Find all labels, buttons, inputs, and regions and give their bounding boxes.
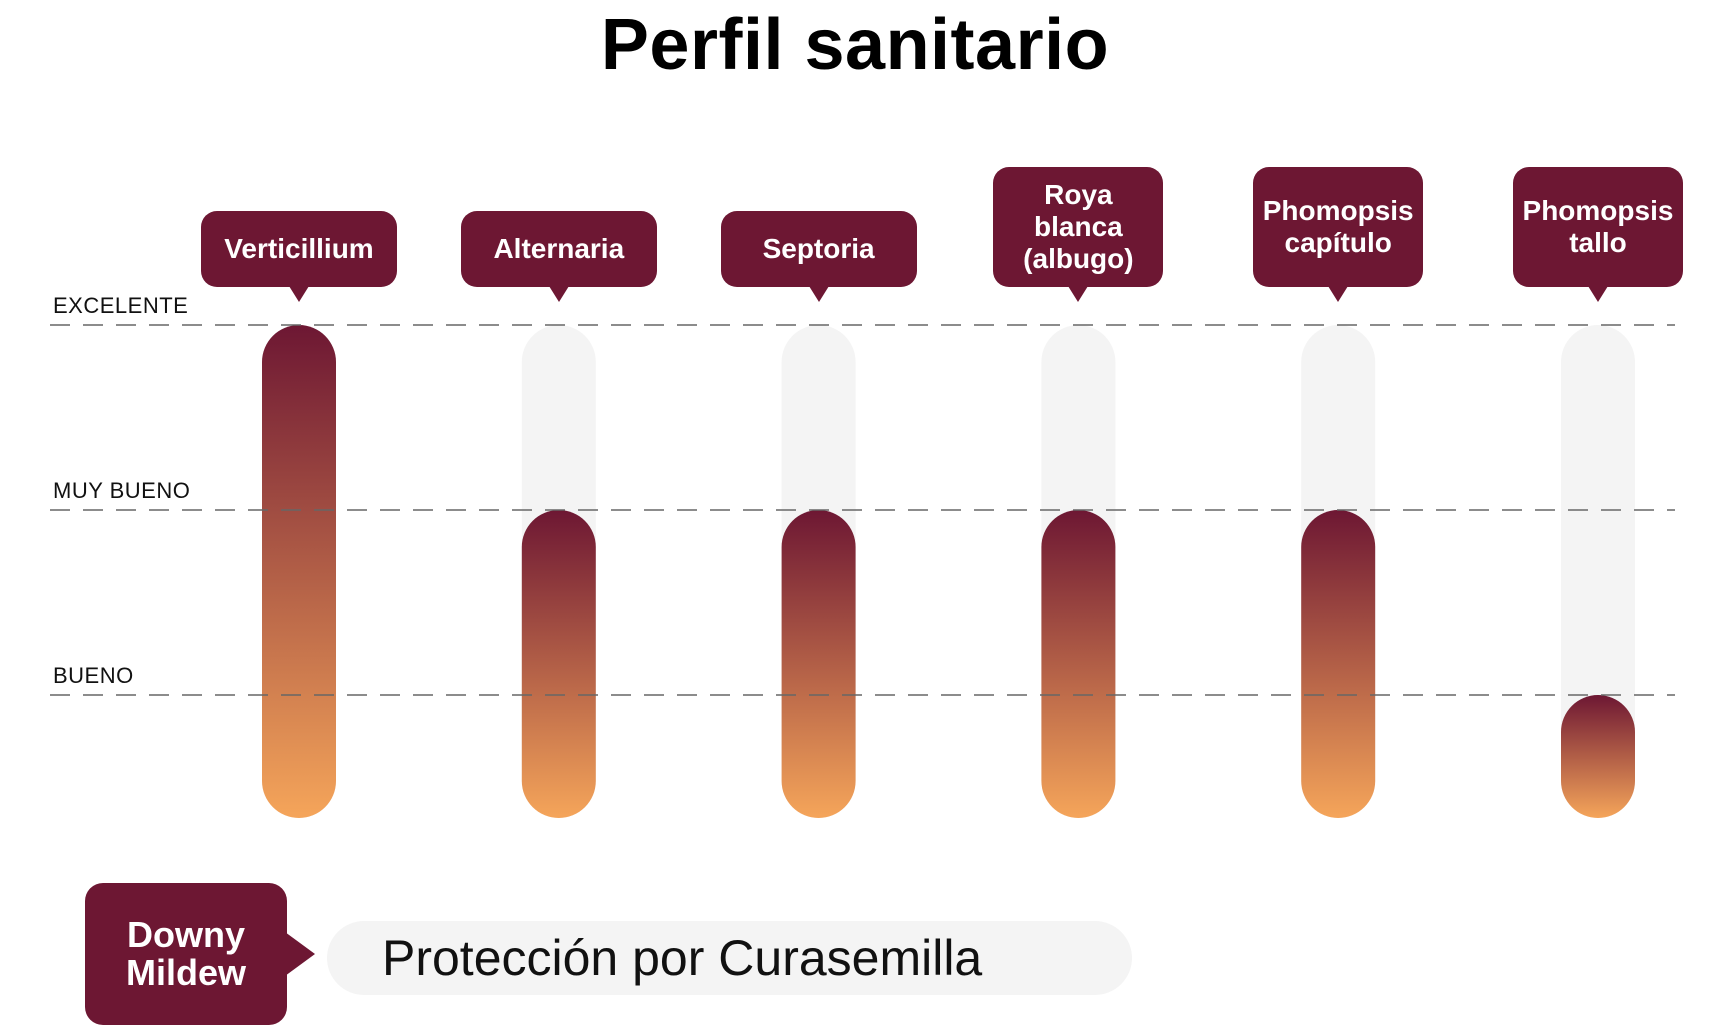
chart-title: Perfil sanitario [600, 5, 1110, 85]
downy-mildew-label: Downy Mildew [85, 883, 315, 1025]
bar [1041, 510, 1116, 818]
category-label: Verticillium [201, 211, 397, 302]
category-label: Alternaria [460, 211, 657, 302]
bar [1301, 510, 1376, 818]
category-label: Phomopsis capítulo [1253, 167, 1424, 302]
protection-pill: Protección por Curasemilla [327, 921, 1132, 995]
category-label: Roya blanca (albugo) [993, 167, 1164, 302]
level-label: MUY BUENO [53, 478, 191, 503]
category-label: Phomopsis tallo [1513, 167, 1683, 302]
bar [262, 325, 336, 818]
bar [781, 510, 856, 818]
category-label: Septoria [720, 211, 917, 302]
bar [1561, 695, 1635, 818]
level-label: EXCELENTE [53, 293, 189, 318]
bar [521, 510, 596, 818]
level-label: BUENO [53, 663, 134, 688]
protection-text: Protección por Curasemilla [382, 930, 983, 986]
